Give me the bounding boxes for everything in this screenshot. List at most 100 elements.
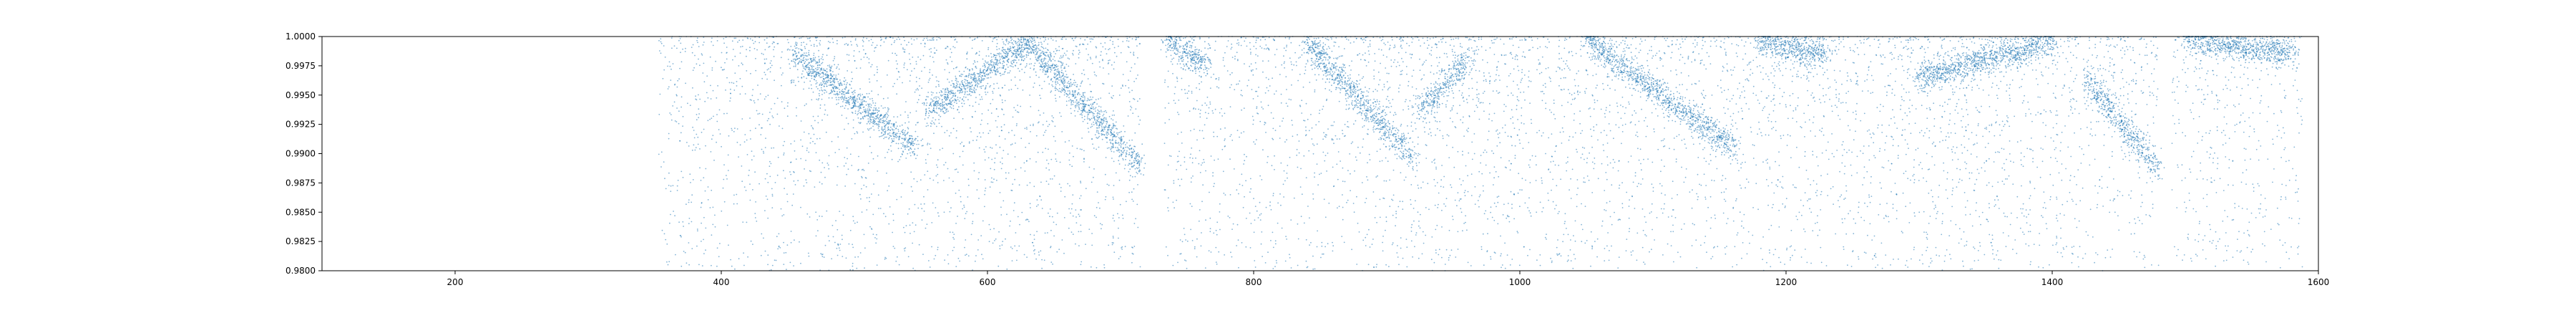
data-point [890,135,892,138]
data-point [1136,155,1138,157]
data-point [887,97,889,99]
data-point [987,74,988,76]
data-point [756,221,758,222]
data-point [1180,165,1181,166]
data-point [887,127,889,129]
data-point [1196,100,1198,102]
data-point [1045,58,1047,59]
data-point [748,175,750,176]
data-point [668,138,670,140]
data-point [987,67,989,69]
data-point [841,91,844,92]
data-point [854,103,857,105]
data-point [984,159,986,161]
data-point [1038,44,1039,47]
data-point [711,37,713,39]
data-point [960,81,962,83]
data-point [800,158,802,160]
data-point [950,102,952,104]
data-point [936,96,938,98]
data-point [1099,66,1101,68]
data-point [1093,168,1095,170]
data-point [987,47,990,49]
data-point [1045,120,1048,122]
data-point [854,110,857,112]
data-point [1114,125,1116,127]
data-point [1063,252,1065,254]
data-point [662,77,664,80]
data-point [864,96,865,98]
data-point [1013,49,1015,52]
data-point [1001,74,1003,75]
data-point [884,133,886,135]
data-point [764,147,766,148]
data-point [797,63,799,65]
data-point [831,87,834,88]
data-point [925,109,927,111]
data-point [670,37,673,39]
data-point [990,72,991,73]
data-point [821,256,824,258]
data-point [922,54,924,57]
data-point [1068,227,1070,229]
data-point [1245,37,1246,39]
data-point [862,94,864,95]
data-point [834,58,835,59]
data-point [750,240,752,242]
data-point [937,84,940,85]
data-point [1204,66,1206,68]
data-point [994,162,995,164]
data-point [1127,164,1129,166]
data-point [918,143,919,145]
data-point [1252,115,1254,117]
data-point [1222,59,1224,61]
data-point [799,241,800,243]
data-point [883,133,885,135]
data-point [1244,40,1246,42]
data-point [1098,135,1101,138]
data-point [1124,130,1126,133]
data-point [1036,52,1038,54]
data-point [1008,172,1010,174]
data-point [905,225,907,226]
data-point [878,208,879,209]
data-point [884,107,886,109]
data-point [973,79,975,80]
data-point [847,100,849,102]
data-point [1173,182,1175,184]
data-point [663,69,665,71]
data-point [841,89,844,90]
data-point [692,69,694,71]
data-point [908,208,910,210]
data-point [777,42,779,44]
data-point [1045,130,1047,132]
data-point [821,62,824,64]
data-point [1006,213,1008,216]
data-point [862,104,864,106]
data-point [952,95,954,97]
data-point [1052,81,1054,82]
data-point [822,75,824,77]
data-point [867,115,869,117]
data-point [936,106,937,108]
data-point [1097,132,1099,134]
data-point [1082,102,1084,105]
data-point [696,119,698,121]
data-point [705,168,707,170]
data-point [950,132,952,134]
data-point [985,87,987,88]
data-point [1088,131,1090,133]
data-point [1040,181,1042,183]
data-point [1063,217,1065,218]
data-point [1036,199,1038,201]
data-point [953,246,955,249]
data-point [769,123,771,125]
data-point [921,208,923,210]
data-point [783,264,785,265]
data-point [984,206,985,208]
data-point [859,95,862,97]
data-point [1045,52,1048,54]
data-point [1094,119,1096,121]
data-point [985,60,986,62]
data-point [1018,38,1019,39]
